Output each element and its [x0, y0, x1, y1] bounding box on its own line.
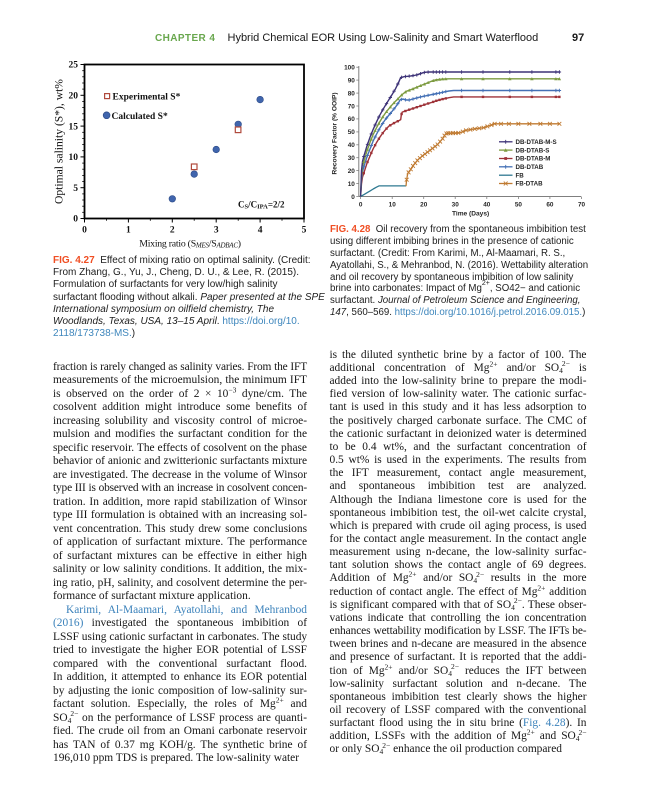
- svg-text:10: 10: [348, 181, 356, 188]
- svg-text:3: 3: [214, 226, 219, 236]
- svg-text:Time (Days): Time (Days): [452, 211, 489, 218]
- svg-text:0: 0: [351, 194, 355, 201]
- svg-text:50: 50: [515, 202, 523, 209]
- svg-text:10: 10: [69, 153, 79, 163]
- svg-text:Calculated S*: Calculated S*: [112, 112, 168, 122]
- svg-text:40: 40: [483, 202, 491, 209]
- svg-text:FB: FB: [516, 172, 525, 179]
- svg-text:Experimental S*: Experimental S*: [113, 93, 181, 103]
- svg-text:0: 0: [359, 202, 363, 209]
- svg-text:50: 50: [348, 129, 356, 136]
- svg-text:5: 5: [302, 226, 307, 236]
- svg-text:DB-DTAB-M-S: DB-DTAB-M-S: [516, 139, 557, 146]
- svg-text:0: 0: [82, 226, 87, 236]
- svg-text:20: 20: [420, 202, 428, 209]
- svg-text:20: 20: [69, 92, 79, 102]
- svg-text:30: 30: [348, 155, 356, 162]
- svg-text:2: 2: [170, 226, 175, 236]
- svg-text:1: 1: [126, 226, 131, 236]
- svg-text:70: 70: [348, 103, 356, 110]
- svg-text:40: 40: [348, 142, 356, 149]
- svg-text:60: 60: [546, 202, 554, 209]
- svg-text:CS/CIPA=2/2: CS/CIPA=2/2: [238, 200, 285, 211]
- svg-text:0: 0: [73, 215, 78, 225]
- svg-text:FB-DTAB: FB-DTAB: [516, 181, 544, 188]
- svg-text:15: 15: [69, 122, 79, 132]
- svg-text:Optimal salinity (S*), wt%: Optimal salinity (S*), wt%: [53, 79, 66, 204]
- svg-text:DB-DTAB-S: DB-DTAB-S: [516, 147, 550, 154]
- svg-text:25: 25: [69, 61, 79, 71]
- svg-text:4: 4: [258, 226, 263, 236]
- svg-text:80: 80: [348, 90, 356, 97]
- svg-text:DB-DTAB-M: DB-DTAB-M: [516, 156, 551, 163]
- svg-text:Recovery Factor (% OOIP): Recovery Factor (% OOIP): [332, 92, 339, 174]
- svg-text:Mixing ratio (SMES/SADBAC): Mixing ratio (SMES/SADBAC): [139, 239, 241, 250]
- svg-text:90: 90: [348, 77, 356, 84]
- svg-text:5: 5: [73, 184, 78, 194]
- svg-text:70: 70: [578, 202, 586, 209]
- svg-text:DB-DTAB: DB-DTAB: [516, 164, 544, 171]
- svg-text:30: 30: [452, 202, 460, 209]
- svg-text:10: 10: [389, 202, 397, 209]
- svg-text:60: 60: [348, 116, 356, 123]
- svg-text:20: 20: [348, 168, 356, 175]
- svg-text:100: 100: [344, 65, 355, 72]
